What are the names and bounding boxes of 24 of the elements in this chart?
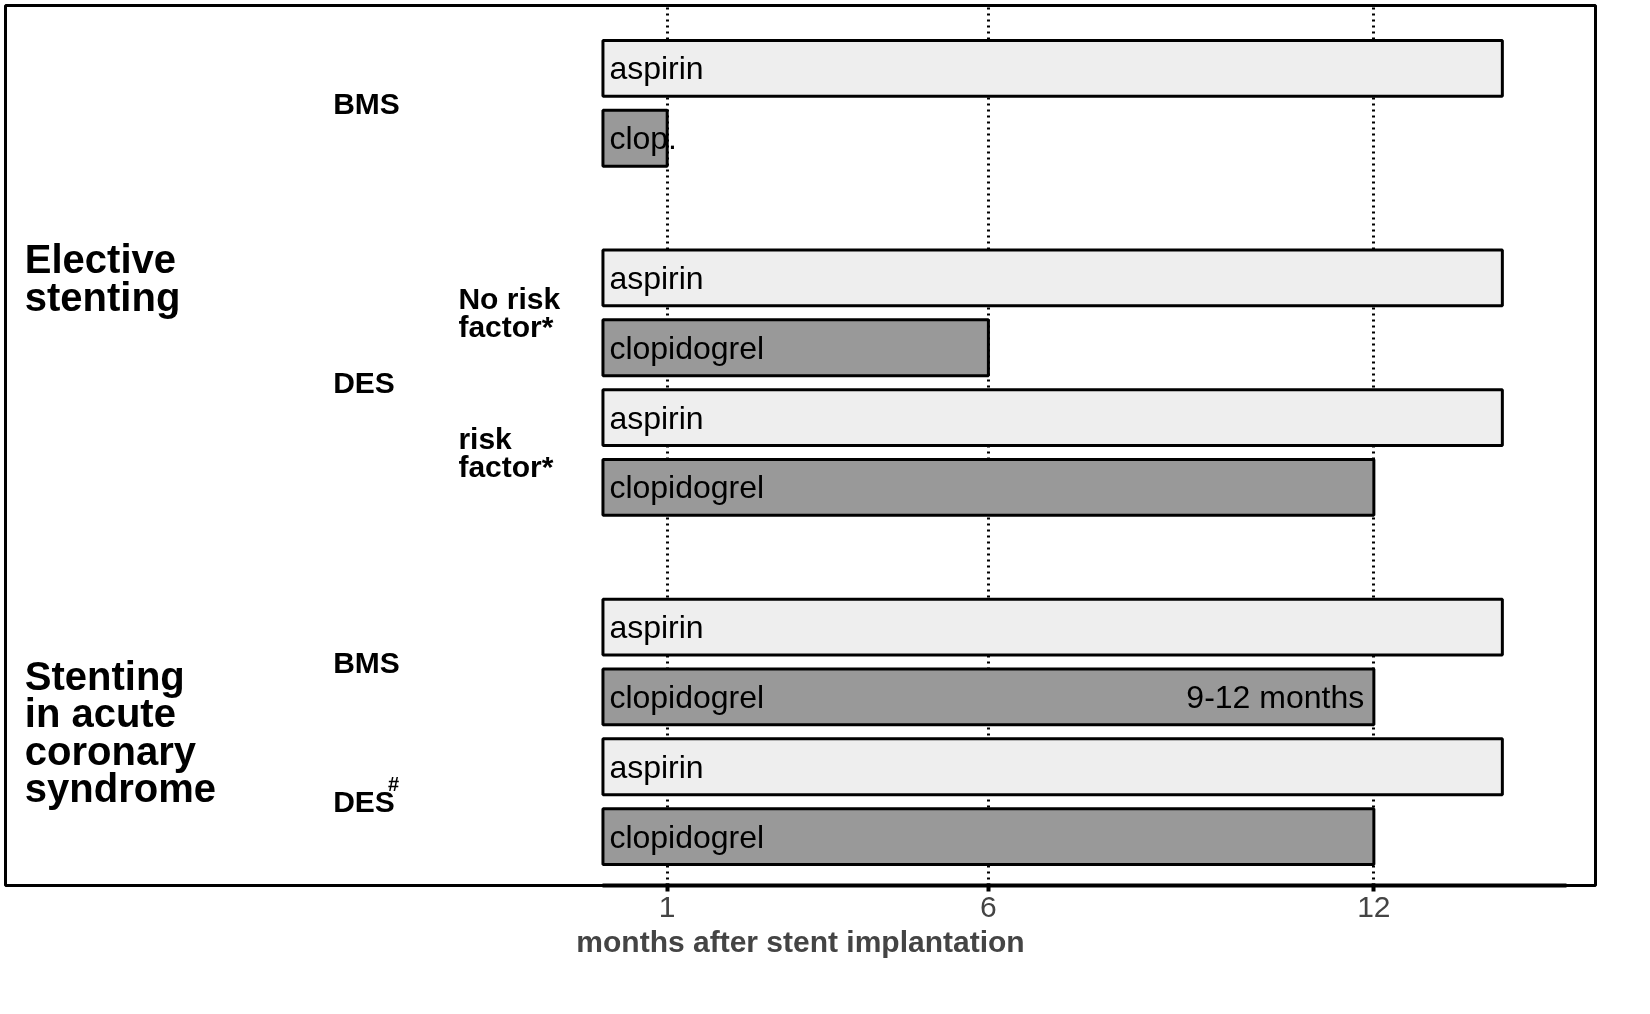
text: DES (333, 366, 395, 400)
x-tick-label: 1 (658, 889, 676, 923)
text: Elective stenting (24, 237, 181, 319)
y-tick-label: clopidogrel (609, 678, 765, 715)
y-tick-label: aspirin (609, 259, 704, 296)
x-tick-label: 12 (1357, 889, 1391, 923)
bar (601, 318, 990, 378)
text: No risk factor* (458, 282, 561, 344)
y-tick-label: clopidogrel (609, 469, 765, 506)
text: risk factor* (458, 421, 554, 484)
y-tick-label: aspirin (609, 50, 704, 87)
y-tick-label: clopidogrel (609, 818, 765, 855)
x-axis-title: months after stent implantation (576, 924, 1025, 958)
annotation: 9-12 months (1186, 678, 1365, 715)
y-tick-label: clopidogrel (609, 329, 765, 366)
text: BMS (333, 645, 400, 679)
y-tick-label: aspirin (609, 748, 704, 785)
text: Stenting in acute coronary syndrome (24, 653, 216, 810)
x-tick-label: 6 (980, 889, 997, 923)
text: BMS (333, 86, 400, 120)
bar (601, 667, 1376, 727)
y-tick-label: aspirin (609, 399, 704, 436)
text: DES# (333, 773, 400, 819)
y-tick-label: aspirin (609, 609, 704, 646)
